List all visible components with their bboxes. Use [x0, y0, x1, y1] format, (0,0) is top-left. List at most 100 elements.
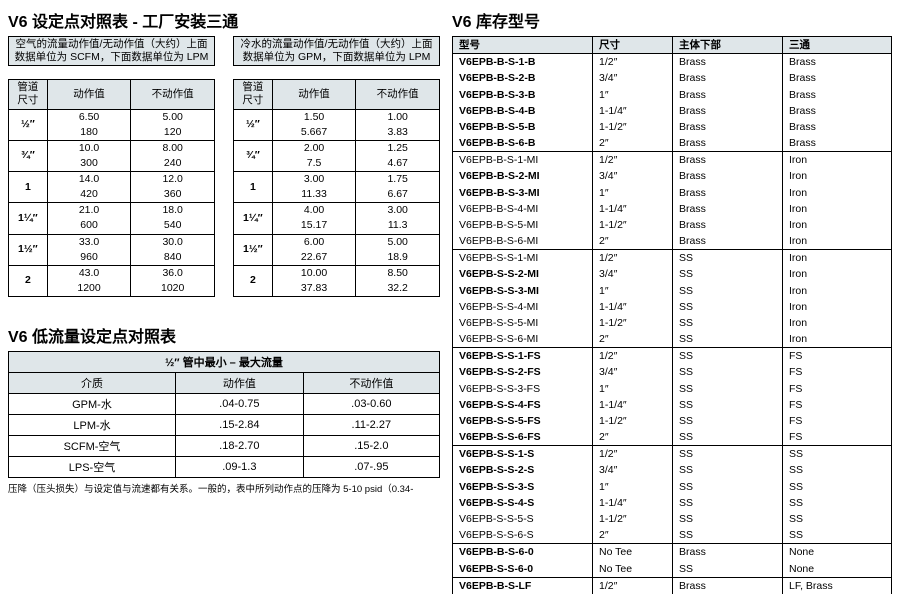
table-row: V6EPB-B-S-LF 1/2″ Brass LF, Brass [453, 577, 892, 594]
table-cell: V6EPB-S-S-3-S [453, 479, 593, 495]
table-cell: V6EPB-B-S-4-MI [453, 201, 593, 217]
table-cell: 1 [234, 172, 273, 203]
table-cell: V6EPB-S-S-1-MI [453, 250, 593, 267]
table-cell: Brass [673, 135, 783, 152]
table-cell: SS [673, 397, 783, 413]
air-note: 空气的流量动作值/无动作值（大约）上面数据单位为 SCFM，下面数据单位为 LP… [9, 37, 215, 66]
lowflow-header: ½″ 管中最小 – 最大流量 [9, 352, 440, 373]
table-cell: 1-1/2″ [593, 413, 673, 429]
col-act: 动作值 [272, 80, 356, 109]
title-rest: 库存型号 [472, 14, 540, 31]
table-cell: Iron [783, 152, 892, 169]
col-deact: 不动作值 [356, 80, 440, 109]
table-cell: FS [783, 381, 892, 397]
table-cell: V6EPB-B-S-5-B [453, 119, 593, 135]
lowflow-title: V6 低流量设定点对照表 [8, 323, 440, 347]
table-cell: 2″ [593, 429, 673, 446]
table-cell: 2″ [593, 527, 673, 544]
table-row: V6EPB-B-S-2-B 3/4″ Brass Brass [453, 70, 892, 86]
table-cell: Brass [673, 152, 783, 169]
table-cell: 14.0 [47, 172, 131, 188]
table-cell: V6EPB-B-S-3-B [453, 87, 593, 103]
table-cell: SS [783, 527, 892, 544]
table-cell: 8.50 [356, 265, 440, 281]
table-cell: Brass [673, 544, 783, 561]
table-row: V6EPB-B-S-3-B 1″ Brass Brass [453, 87, 892, 103]
col-act: 动作值 [47, 80, 131, 109]
table-cell: .18-2.70 [176, 436, 304, 457]
table-row: V6EPB-S-S-2-S 3/4″ SS SS [453, 462, 892, 478]
table-cell: Iron [783, 315, 892, 331]
table-cell: SS [673, 495, 783, 511]
table-row: V6EPB-S-S-6-S 2″ SS SS [453, 527, 892, 544]
table-row: V6EPB-S-S-6-MI 2″ SS Iron [453, 331, 892, 348]
air-table: 空气的流量动作值/无动作值（大约）上面数据单位为 SCFM，下面数据单位为 LP… [8, 36, 215, 297]
table-cell: V6EPB-S-S-4-MI [453, 299, 593, 315]
table-cell: 1/2″ [593, 577, 673, 594]
table-cell: 1/2″ [593, 54, 673, 71]
table-cell: V6EPB-B-S-4-B [453, 103, 593, 119]
table-cell: Brass [783, 103, 892, 119]
col-size: 尺寸 [593, 37, 673, 54]
table-cell: FS [783, 364, 892, 380]
table-row: V6EPB-B-S-6-MI 2″ Brass Iron [453, 233, 892, 250]
table-cell: 6.67 [356, 187, 440, 203]
table-cell: 37.83 [272, 281, 356, 297]
table-cell: Brass [673, 70, 783, 86]
table-cell: 1½″ [9, 234, 48, 265]
table-cell: V6EPB-S-S-6-S [453, 527, 593, 544]
table-cell: 120 [131, 125, 215, 141]
table-cell: 22.67 [272, 250, 356, 266]
table-cell: Brass [673, 185, 783, 201]
table-cell: V6EPB-B-S-6-MI [453, 233, 593, 250]
table-cell: 32.2 [356, 281, 440, 297]
table-cell: SS [783, 495, 892, 511]
table-row: V6EPB-S-S-3-S 1″ SS SS [453, 479, 892, 495]
table-cell: SS [673, 331, 783, 348]
table-cell: 30.0 [131, 234, 215, 250]
table-cell: 1-1/4″ [593, 103, 673, 119]
table-cell: V6EPB-S-S-6-0 [453, 561, 593, 578]
table-cell: V6EPB-S-S-2-S [453, 462, 593, 478]
table-cell: SS [673, 511, 783, 527]
table-row: V6EPB-S-S-6-FS 2″ SS FS [453, 429, 892, 446]
table-cell: V6EPB-B-S-5-MI [453, 217, 593, 233]
title-prefix: V6 [8, 329, 28, 346]
table-cell: Iron [783, 266, 892, 282]
table-cell: 1.25 [356, 140, 440, 156]
table-cell: SS [673, 299, 783, 315]
table-cell: Brass [783, 87, 892, 103]
table-cell: V6EPB-B-S-2-B [453, 70, 593, 86]
table-cell: SS [673, 364, 783, 380]
table-row: V6EPB-S-S-1-S 1/2″ SS SS [453, 446, 892, 463]
table-row: V6EPB-S-S-4-S 1-1/4″ SS SS [453, 495, 892, 511]
table-cell: Iron [783, 283, 892, 299]
table-cell: 1-1/2″ [593, 217, 673, 233]
table-cell: 1.00 [356, 109, 440, 125]
table-cell: 3.83 [356, 125, 440, 141]
table-cell: Iron [783, 299, 892, 315]
table-cell: V6EPB-S-S-6-MI [453, 331, 593, 348]
footnote: 压降（压头损失）与设定值与流速都有关系。一般的，表中所列动作点的压降为 5-10… [8, 484, 440, 496]
table-cell: Brass [783, 54, 892, 71]
table-cell: V6EPB-S-S-4-FS [453, 397, 593, 413]
table-cell: V6EPB-S-S-3-FS [453, 381, 593, 397]
table-row: V6EPB-B-S-4-B 1-1/4″ Brass Brass [453, 103, 892, 119]
table-cell: 43.0 [47, 265, 131, 281]
table-cell: Brass [673, 201, 783, 217]
table-cell: 5.667 [272, 125, 356, 141]
table-cell: 240 [131, 156, 215, 172]
table-cell: V6EPB-S-S-3-MI [453, 283, 593, 299]
title-rest: 设定点对照表 - 工厂安装三通 [28, 14, 239, 31]
table-cell: SS [673, 462, 783, 478]
table-cell: V6EPB-S-S-6-FS [453, 429, 593, 446]
table-cell: None [783, 561, 892, 578]
col-deact: 不动作值 [303, 373, 439, 394]
table-row: V6EPB-B-S-4-MI 1-1/4″ Brass Iron [453, 201, 892, 217]
table-cell: Iron [783, 185, 892, 201]
table-cell: SS [783, 511, 892, 527]
table-cell: 1-1/4″ [593, 299, 673, 315]
table-cell: ¾″ [234, 140, 273, 171]
table-cell: 360 [131, 187, 215, 203]
table-cell: Brass [673, 233, 783, 250]
